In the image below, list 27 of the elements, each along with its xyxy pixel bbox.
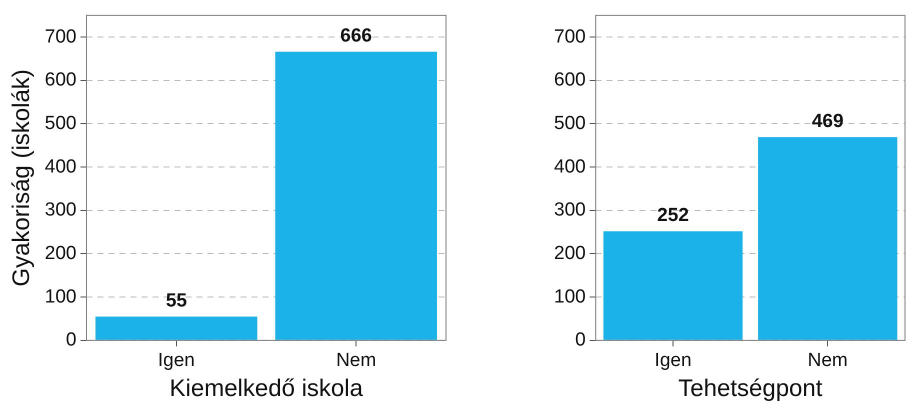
- y-tick-label: 600: [44, 70, 76, 91]
- data-label: 469: [812, 110, 844, 132]
- y-tick-label: 100: [554, 286, 586, 308]
- x-tick-label: Igen: [158, 350, 195, 372]
- data-label: 55: [166, 290, 188, 312]
- y-tick-label: 400: [44, 156, 76, 178]
- y-tick-label: 500: [44, 112, 76, 134]
- data-label: 252: [657, 204, 689, 226]
- x-axis-title: Kiemelkedő iskola: [170, 375, 364, 402]
- x-tick-label: Nem: [808, 350, 848, 372]
- y-tick-label: 300: [554, 200, 586, 221]
- y-tick-label: 100: [44, 286, 76, 308]
- y-tick-label: 200: [44, 242, 76, 264]
- y-tick-label: 0: [66, 330, 76, 351]
- y-tick-label: 0: [575, 330, 586, 351]
- x-tick-label: Igen: [654, 350, 692, 372]
- x-tick-label: Nem: [336, 350, 376, 372]
- y-tick-label: 700: [44, 26, 76, 48]
- y-tick-label: 300: [44, 200, 76, 221]
- y-tick-label: 500: [554, 112, 586, 134]
- y-tick-label: 600: [554, 70, 586, 91]
- y-axis-title: Gyakoriság (iskolák): [8, 69, 36, 287]
- x-axis-title: Tehetségpont: [678, 375, 823, 402]
- y-tick-label: 200: [554, 242, 586, 264]
- y-tick-label: 400: [554, 156, 586, 178]
- y-tick-label: 700: [554, 26, 586, 48]
- data-label: 666: [340, 26, 372, 47]
